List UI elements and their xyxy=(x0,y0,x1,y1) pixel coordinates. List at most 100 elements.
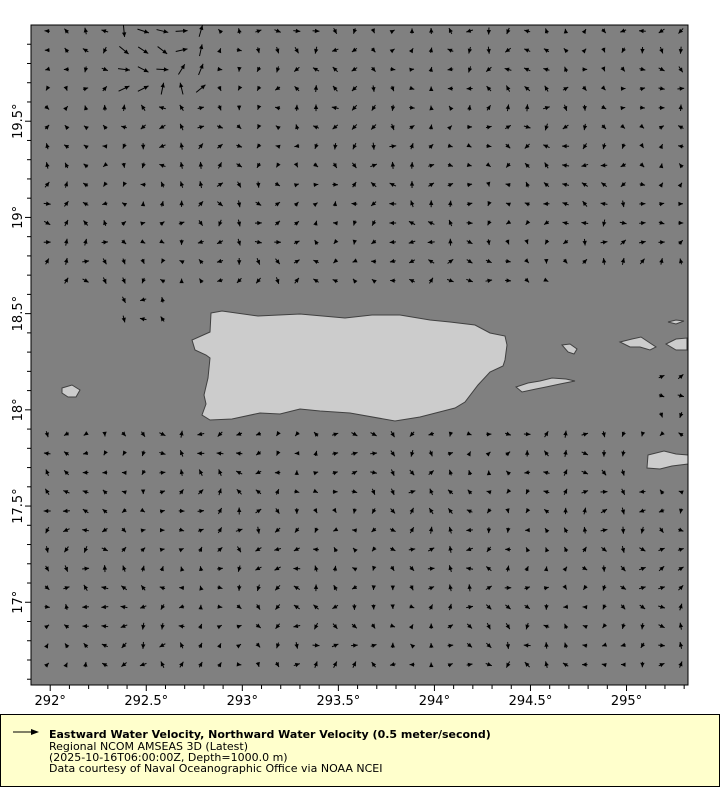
velocity-arrow xyxy=(429,86,434,92)
velocity-arrow xyxy=(639,508,646,513)
velocity-arrow xyxy=(333,527,339,532)
velocity-arrow xyxy=(140,239,146,244)
velocity-arrow xyxy=(428,124,434,130)
velocity-arrow xyxy=(371,604,376,610)
velocity-arrow xyxy=(658,508,665,513)
velocity-arrow xyxy=(83,125,89,131)
velocity-arrow xyxy=(45,469,50,476)
velocity-arrow xyxy=(543,48,550,53)
velocity-arrow xyxy=(140,104,146,111)
velocity-arrow xyxy=(658,163,664,169)
velocity-arrow xyxy=(275,604,281,610)
velocity-arrow xyxy=(178,604,185,609)
velocity-arrow xyxy=(293,28,301,34)
velocity-arrow xyxy=(198,44,204,57)
velocity-arrow xyxy=(466,239,473,245)
velocity-arrow xyxy=(83,642,89,649)
velocity-arrow xyxy=(678,66,684,73)
velocity-arrow xyxy=(255,604,261,610)
velocity-arrow xyxy=(197,105,205,111)
velocity-arrow xyxy=(678,432,684,437)
velocity-arrow xyxy=(524,239,529,245)
velocity-arrow xyxy=(313,162,319,168)
velocity-arrow xyxy=(179,181,185,188)
velocity-arrow xyxy=(485,162,491,168)
velocity-arrow xyxy=(294,527,300,533)
velocity-arrow xyxy=(198,604,203,610)
velocity-arrow xyxy=(255,661,260,667)
velocity-arrow xyxy=(371,508,377,514)
velocity-arrow xyxy=(102,201,108,206)
velocity-arrow xyxy=(658,604,666,609)
velocity-arrow xyxy=(313,471,319,476)
velocity-arrow xyxy=(160,82,165,95)
velocity-arrow xyxy=(466,623,473,629)
velocity-arrow xyxy=(505,143,511,149)
velocity-arrow xyxy=(275,125,281,131)
velocity-arrow xyxy=(524,258,530,264)
velocity-arrow xyxy=(467,66,473,73)
velocity-arrow xyxy=(217,66,223,72)
velocity-arrow xyxy=(313,508,318,514)
velocity-arrow xyxy=(313,584,319,592)
velocity-arrow xyxy=(601,47,606,53)
velocity-arrow xyxy=(313,85,319,93)
velocity-arrow xyxy=(237,28,242,34)
velocity-arrow xyxy=(639,182,646,187)
velocity-arrow xyxy=(256,584,261,592)
velocity-arrow xyxy=(198,220,204,226)
velocity-arrow xyxy=(563,48,569,54)
velocity-arrow xyxy=(236,662,242,667)
velocity-arrow xyxy=(333,258,339,264)
velocity-arrow xyxy=(255,642,261,648)
velocity-arrow xyxy=(447,143,453,148)
velocity-arrow xyxy=(217,431,223,437)
velocity-arrow xyxy=(677,125,684,130)
st-john-island xyxy=(664,337,688,351)
velocity-arrow xyxy=(140,124,147,130)
velocity-arrow xyxy=(390,85,395,92)
velocity-arrow xyxy=(486,527,492,534)
velocity-arrow xyxy=(409,181,415,189)
velocity-arrow xyxy=(351,66,358,72)
velocity-arrow xyxy=(352,239,357,245)
velocity-arrow xyxy=(82,259,90,264)
velocity-arrow xyxy=(523,48,531,53)
velocity-arrow xyxy=(543,182,550,188)
velocity-arrow xyxy=(63,277,69,284)
velocity-arrow xyxy=(505,258,511,264)
velocity-arrow xyxy=(389,48,395,54)
velocity-arrow xyxy=(102,489,108,495)
velocity-arrow xyxy=(447,182,454,188)
velocity-arrow xyxy=(466,431,472,436)
velocity-arrow xyxy=(448,219,453,227)
velocity-arrow xyxy=(468,470,473,476)
velocity-arrow xyxy=(410,450,415,457)
velocity-arrow xyxy=(620,604,626,610)
velocity-arrow xyxy=(677,182,683,188)
legend-title: Eastward Water Velocity, Northward Water… xyxy=(49,728,491,741)
velocity-arrow xyxy=(429,28,434,34)
velocity-arrow xyxy=(332,221,338,226)
legend-arrow-icon xyxy=(13,729,39,735)
velocity-arrow xyxy=(140,201,146,207)
velocity-arrow xyxy=(217,604,223,609)
velocity-arrow xyxy=(640,431,646,437)
velocity-arrow xyxy=(121,527,127,533)
velocity-arrow xyxy=(217,585,223,590)
velocity-arrow xyxy=(447,258,454,264)
velocity-arrow xyxy=(255,47,261,54)
velocity-arrow xyxy=(179,585,184,591)
velocity-arrow xyxy=(117,67,131,72)
velocity-arrow xyxy=(600,182,608,188)
velocity-arrow xyxy=(140,565,145,572)
velocity-arrow xyxy=(44,643,49,649)
velocity-arrow xyxy=(121,490,127,495)
velocity-arrow xyxy=(198,278,204,284)
velocity-arrow xyxy=(197,125,205,130)
velocity-arrow xyxy=(101,662,108,668)
legend-dataset: Regional NCOM AMSEAS 3D (Latest) xyxy=(49,740,248,753)
velocity-arrow xyxy=(63,662,68,668)
velocity-arrow xyxy=(351,431,358,437)
velocity-arrow xyxy=(390,430,395,438)
